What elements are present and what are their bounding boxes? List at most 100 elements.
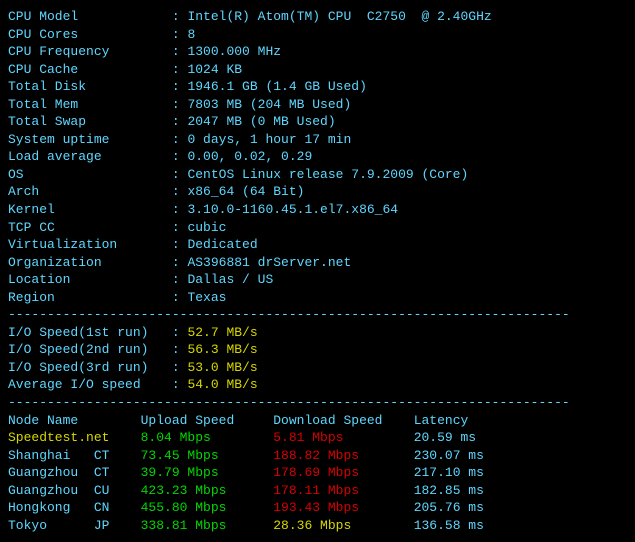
colon-separator: : <box>172 97 188 112</box>
latency: 20.59 ms <box>414 430 476 445</box>
io-row: I/O Speed(2nd run) : 56.3 MB/s <box>8 341 627 359</box>
divider-2: ----------------------------------------… <box>8 394 627 412</box>
colon-separator: : <box>172 44 188 59</box>
latency: 182.85 ms <box>414 483 484 498</box>
info-label: Region <box>8 289 172 307</box>
io-value: 54.0 MB/s <box>187 377 257 392</box>
io-row: I/O Speed(1st run) : 52.7 MB/s <box>8 324 627 342</box>
col-download-header: Download Speed <box>273 413 413 428</box>
info-value: 1024 KB <box>187 62 242 77</box>
latency: 230.07 ms <box>414 448 484 463</box>
col-upload-header: Upload Speed <box>141 413 274 428</box>
info-label: CPU Frequency <box>8 43 172 61</box>
io-label: I/O Speed(1st run) <box>8 324 172 342</box>
info-label: OS <box>8 166 172 184</box>
info-row: Total Mem : 7803 MB (204 MB Used) <box>8 96 627 114</box>
info-value: AS396881 drServer.net <box>187 255 351 270</box>
colon-separator: : <box>172 237 188 252</box>
node-name: Shanghai CT <box>8 448 141 463</box>
io-row: I/O Speed(3rd run) : 53.0 MB/s <box>8 359 627 377</box>
io-value: 52.7 MB/s <box>187 325 257 340</box>
info-label: TCP CC <box>8 219 172 237</box>
upload-speed: 423.23 Mbps <box>141 483 274 498</box>
colon-separator: : <box>172 342 188 357</box>
download-speed: 28.36 Mbps <box>273 518 413 533</box>
info-value: 1946.1 GB (1.4 GB Used) <box>187 79 366 94</box>
info-row: Location : Dallas / US <box>8 271 627 289</box>
upload-speed: 8.04 Mbps <box>141 430 274 445</box>
info-row: System uptime : 0 days, 1 hour 17 min <box>8 131 627 149</box>
colon-separator: : <box>172 9 188 24</box>
latency: 136.58 ms <box>414 518 484 533</box>
info-row: Arch : x86_64 (64 Bit) <box>8 183 627 201</box>
info-row: CPU Cores : 8 <box>8 26 627 44</box>
download-speed: 193.43 Mbps <box>273 500 413 515</box>
node-name: Tokyo JP <box>8 518 141 533</box>
info-value: 2047 MB (0 MB Used) <box>187 114 335 129</box>
col-latency-header: Latency <box>414 413 469 428</box>
speedtest-row: Guangzhou CT 39.79 Mbps 178.69 Mbps 217.… <box>8 464 627 482</box>
download-speed: 178.11 Mbps <box>273 483 413 498</box>
info-row: Organization : AS396881 drServer.net <box>8 254 627 272</box>
upload-speed: 338.81 Mbps <box>141 518 274 533</box>
upload-speed: 39.79 Mbps <box>141 465 274 480</box>
info-row: CPU Model : Intel(R) Atom(TM) CPU C2750 … <box>8 8 627 26</box>
node-name: Guangzhou CU <box>8 483 141 498</box>
info-row: CPU Cache : 1024 KB <box>8 61 627 79</box>
info-label: Organization <box>8 254 172 272</box>
colon-separator: : <box>172 272 188 287</box>
colon-separator: : <box>172 27 188 42</box>
info-value: 0.00, 0.02, 0.29 <box>187 149 312 164</box>
info-label: CPU Model <box>8 8 172 26</box>
info-label: Load average <box>8 148 172 166</box>
info-label: CPU Cores <box>8 26 172 44</box>
speedtest-header-row: Node Name Upload Speed Download Speed La… <box>8 412 627 430</box>
download-speed: 188.82 Mbps <box>273 448 413 463</box>
colon-separator: : <box>172 220 188 235</box>
info-value: Dedicated <box>187 237 257 252</box>
system-info-block: CPU Model : Intel(R) Atom(TM) CPU C2750 … <box>8 8 627 306</box>
divider-1: ----------------------------------------… <box>8 306 627 324</box>
download-speed: 178.69 Mbps <box>273 465 413 480</box>
info-row: Total Disk : 1946.1 GB (1.4 GB Used) <box>8 78 627 96</box>
info-value: 7803 MB (204 MB Used) <box>187 97 351 112</box>
colon-separator: : <box>172 377 188 392</box>
speedtest-row: Tokyo JP 338.81 Mbps 28.36 Mbps 136.58 m… <box>8 517 627 535</box>
info-label: Virtualization <box>8 236 172 254</box>
info-value: 0 days, 1 hour 17 min <box>187 132 351 147</box>
colon-separator: : <box>172 290 188 305</box>
io-label: Average I/O speed <box>8 376 172 394</box>
download-speed: 5.81 Mbps <box>273 430 413 445</box>
info-value: cubic <box>187 220 226 235</box>
speedtest-row: Guangzhou CU 423.23 Mbps 178.11 Mbps 182… <box>8 482 627 500</box>
info-label: Location <box>8 271 172 289</box>
upload-speed: 455.80 Mbps <box>141 500 274 515</box>
info-value: 8 <box>187 27 195 42</box>
io-value: 56.3 MB/s <box>187 342 257 357</box>
info-row: CPU Frequency : 1300.000 MHz <box>8 43 627 61</box>
colon-separator: : <box>172 184 188 199</box>
info-label: Total Disk <box>8 78 172 96</box>
io-speed-block: I/O Speed(1st run) : 52.7 MB/sI/O Speed(… <box>8 324 627 394</box>
latency: 205.76 ms <box>414 500 484 515</box>
info-label: Arch <box>8 183 172 201</box>
io-row: Average I/O speed : 54.0 MB/s <box>8 376 627 394</box>
colon-separator: : <box>172 325 188 340</box>
info-row: Region : Texas <box>8 289 627 307</box>
upload-speed: 73.45 Mbps <box>141 448 274 463</box>
info-label: Total Swap <box>8 113 172 131</box>
info-value: 1300.000 MHz <box>187 44 281 59</box>
info-value: Intel(R) Atom(TM) CPU C2750 @ 2.40GHz <box>187 9 491 24</box>
colon-separator: : <box>172 114 188 129</box>
colon-separator: : <box>172 79 188 94</box>
node-name: Speedtest.net <box>8 430 141 445</box>
info-value: Texas <box>187 290 226 305</box>
colon-separator: : <box>172 149 188 164</box>
info-row: OS : CentOS Linux release 7.9.2009 (Core… <box>8 166 627 184</box>
io-value: 53.0 MB/s <box>187 360 257 375</box>
io-label: I/O Speed(3rd run) <box>8 359 172 377</box>
colon-separator: : <box>172 167 188 182</box>
node-name: Guangzhou CT <box>8 465 141 480</box>
colon-separator: : <box>172 62 188 77</box>
info-row: TCP CC : cubic <box>8 219 627 237</box>
